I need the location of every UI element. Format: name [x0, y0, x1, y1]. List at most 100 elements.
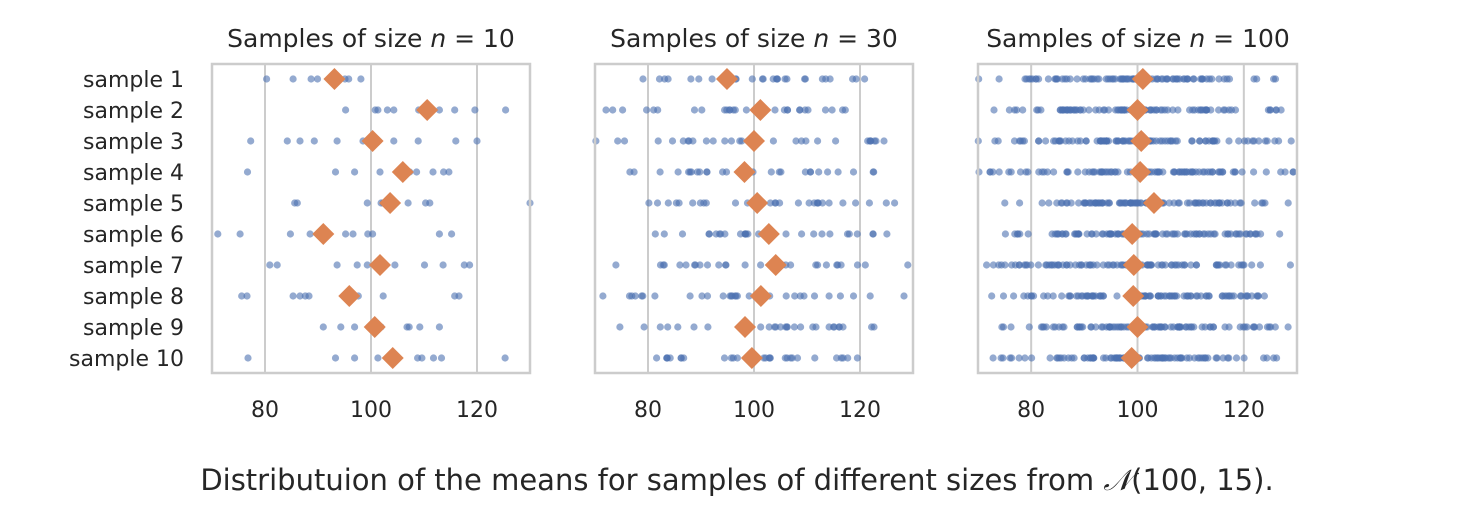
sample-point [1021, 354, 1029, 362]
sample-point [1073, 323, 1081, 331]
sample-point [806, 168, 815, 176]
sample-point [1075, 199, 1083, 207]
sample-point [783, 75, 791, 83]
sample-point [995, 261, 1003, 269]
sample-point [765, 323, 773, 331]
sample-mean-marker [391, 161, 414, 183]
sample-point [821, 106, 830, 114]
sample-point [1145, 292, 1153, 300]
sample-mean-marker [381, 347, 404, 369]
sample-point [390, 106, 398, 114]
sample-point [1197, 75, 1205, 83]
sample-point [1207, 106, 1215, 114]
sample-point [698, 106, 706, 114]
y-tick-label: sample 5 [83, 192, 184, 217]
sample-point [1202, 137, 1210, 145]
sample-point [602, 106, 610, 114]
sample-point [1132, 199, 1140, 207]
sample-point [266, 261, 274, 269]
sample-point [1271, 75, 1280, 83]
sample-point [690, 106, 699, 114]
sample-point [998, 323, 1006, 331]
sample-point [440, 168, 448, 176]
sample-point [405, 323, 413, 331]
sample-mean-marker [1131, 68, 1154, 90]
sample-point [1042, 323, 1050, 331]
sample-point [1228, 292, 1236, 300]
sample-point [801, 75, 810, 83]
sample-point [1058, 292, 1066, 300]
sample-point [374, 354, 382, 362]
sample-point [1115, 199, 1123, 207]
y-tick-label: sample 7 [83, 254, 184, 279]
sample-point [1098, 168, 1106, 176]
sample-point [1253, 75, 1261, 83]
sample-point [437, 354, 446, 362]
sample-point [653, 199, 662, 207]
sample-point [1286, 261, 1294, 269]
sample-point [1289, 168, 1297, 176]
sample-point [693, 168, 702, 176]
sample-point [716, 230, 724, 238]
sample-point [1081, 199, 1090, 207]
sample-point [782, 230, 790, 238]
sample-point [852, 75, 860, 83]
sample-point [676, 261, 684, 269]
sample-point [616, 323, 624, 331]
panel-title: Samples of size n = 10 [227, 24, 515, 53]
sample-point [426, 199, 434, 207]
sample-point [1108, 75, 1116, 83]
sample-point [289, 292, 297, 300]
sample-point [416, 323, 424, 331]
sample-point [1158, 106, 1166, 114]
sample-point [445, 168, 453, 176]
sample-point [1007, 323, 1015, 331]
sample-point [1017, 137, 1025, 145]
sample-mean-marker [363, 316, 386, 338]
sample-point [313, 75, 322, 83]
sample-point [995, 168, 1003, 176]
sample-point [1074, 168, 1082, 176]
sample-point [1260, 292, 1268, 300]
sample-point [705, 230, 713, 238]
sample-point [1170, 168, 1178, 176]
sample-point [1276, 230, 1284, 238]
sample-point [418, 354, 426, 362]
sample-point [1208, 75, 1216, 83]
sample-point [1158, 323, 1166, 331]
sample-point [678, 230, 687, 238]
sample-point [771, 106, 779, 114]
sample-point [1197, 292, 1205, 300]
sample-point [1013, 106, 1021, 114]
y-tick-label: sample 9 [83, 316, 184, 341]
sample-mean-marker [379, 192, 402, 214]
sample-point [655, 75, 664, 83]
sample-point [695, 75, 703, 83]
sample-point [1092, 106, 1100, 114]
sample-point [1013, 230, 1022, 238]
sample-point [1181, 261, 1189, 269]
sample-point [733, 292, 742, 300]
sample-point [661, 75, 669, 83]
sample-point [349, 230, 357, 238]
sample-point [682, 261, 690, 269]
sample-point [1103, 261, 1112, 269]
sample-point [1162, 230, 1170, 238]
sample-point [460, 261, 468, 269]
sample-point [1270, 354, 1278, 362]
sample-point [1019, 106, 1027, 114]
sample-point [1287, 137, 1295, 145]
sample-point [1042, 137, 1050, 145]
sample-point [243, 292, 251, 300]
sample-point [1112, 137, 1120, 145]
sample-point [1024, 292, 1032, 300]
sample-point [1147, 106, 1155, 114]
sample-mean-marker [764, 254, 787, 276]
sample-point [452, 137, 460, 145]
sample-point [1007, 168, 1015, 176]
sample-point [1100, 106, 1108, 114]
sample-point [351, 323, 359, 331]
sample-point [1044, 292, 1052, 300]
sample-point [1235, 137, 1243, 145]
sample-point [845, 230, 853, 238]
